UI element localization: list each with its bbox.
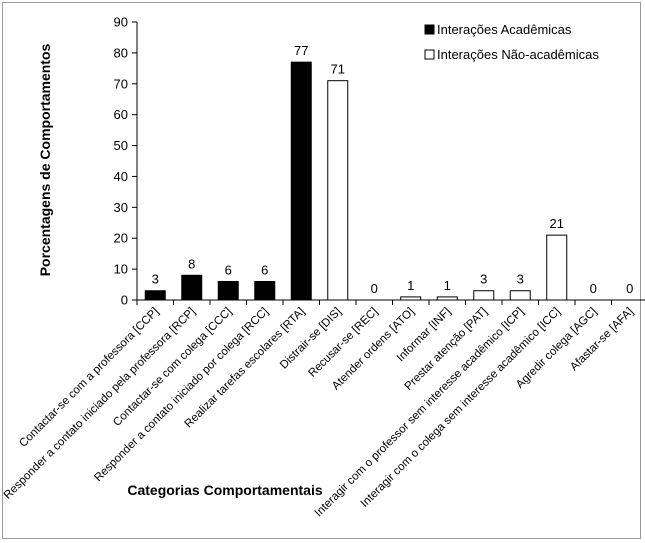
- bar-nonacademic: [436, 296, 458, 301]
- bar-nonacademic: [473, 290, 495, 301]
- data-label: 1: [444, 278, 451, 293]
- y-tick-label: 80: [114, 45, 128, 60]
- data-label: 77: [294, 43, 308, 58]
- data-label: 3: [480, 272, 487, 287]
- y-tick-label: 30: [114, 200, 128, 215]
- x-axis-title: Categorias Comportamentais: [127, 482, 322, 498]
- category-label: Recusar-se [REC]: [306, 306, 380, 380]
- bar-nonacademic: [546, 234, 568, 301]
- y-axis-title-group: Porcentagens de Comportamentos: [37, 43, 53, 276]
- bar-academic: [254, 280, 276, 301]
- legend: Interações Acadêmicas Interações Não-aca…: [424, 22, 599, 62]
- y-tick-label: 50: [114, 138, 128, 153]
- y-tick-label: 70: [114, 76, 128, 91]
- bar-academic: [144, 290, 166, 301]
- data-label: 71: [331, 62, 345, 77]
- y-tick-label: 0: [121, 293, 128, 308]
- bar-academic: [217, 280, 239, 301]
- y-tick-label: 40: [114, 169, 128, 184]
- bar-nonacademic: [400, 296, 422, 301]
- legend-swatch-nonacademic: [424, 49, 435, 60]
- data-label: 0: [626, 281, 633, 296]
- y-tick-label: 10: [114, 262, 128, 277]
- category-label: Afastar-se [AFA]: [568, 306, 636, 374]
- bar-academic: [290, 61, 312, 301]
- legend-swatch-academic: [424, 24, 435, 35]
- data-label: 8: [188, 256, 195, 271]
- data-label: 0: [371, 281, 378, 296]
- data-label: 21: [550, 216, 564, 231]
- bar-nonacademic: [327, 80, 349, 301]
- legend-label-nonacademic: Interações Não-acadêmicas: [437, 47, 599, 62]
- data-label: 6: [225, 262, 232, 277]
- data-label: 1: [407, 278, 414, 293]
- data-label: 3: [517, 272, 524, 287]
- y-axis-title: Porcentagens de Comportamentos: [37, 43, 53, 276]
- value-labels: 3 8 6 6 77 71 0 1 1 3 3 21 0 0: [152, 43, 634, 296]
- chart-frame: [2, 2, 641, 539]
- y-tick-label: 90: [114, 15, 128, 30]
- y-tick-label: 60: [114, 107, 128, 122]
- data-label: 0: [590, 281, 597, 296]
- legend-label-academic: Interações Acadêmicas: [437, 22, 572, 37]
- y-tick-label: 20: [114, 231, 128, 246]
- bar-nonacademic: [509, 290, 531, 301]
- data-label: 6: [261, 262, 268, 277]
- bars: [144, 61, 568, 301]
- bar-academic: [181, 274, 203, 301]
- category-label: Responder a contato iniciado por colega …: [92, 306, 270, 484]
- data-label: 3: [152, 272, 159, 287]
